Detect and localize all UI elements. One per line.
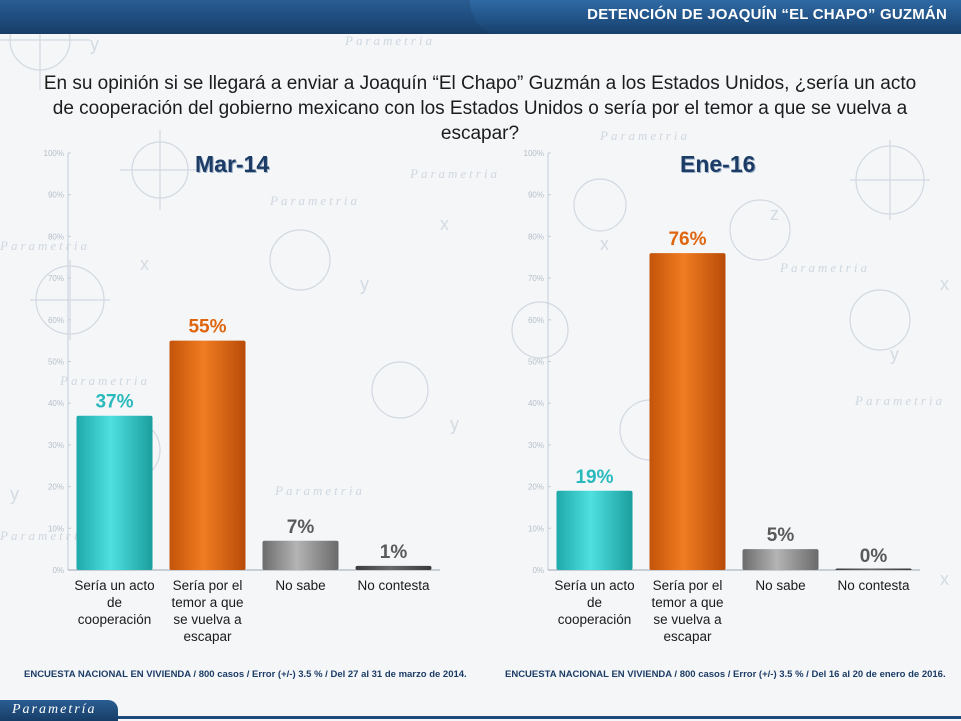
y-tick-label: 90% — [528, 191, 544, 200]
bar-chart-mar14: 0% 10% 20% 30% 40% 50% 60% 70% 80% 90% 100% 37% Serí… — [44, 149, 440, 644]
category-label: cooperación — [558, 612, 632, 627]
category-label: Sería un acto — [554, 578, 634, 593]
category-label: No contesta — [837, 578, 910, 593]
data-label: 55% — [188, 317, 226, 338]
data-label: 1% — [380, 542, 408, 563]
category-label: No contesta — [357, 578, 430, 593]
data-label: 7% — [287, 517, 315, 538]
bar — [556, 490, 633, 570]
chart-title: Ene-16 — [680, 151, 756, 177]
category-label: escapar — [663, 629, 712, 644]
data-label: 5% — [767, 525, 795, 546]
svg-text:Parametria: Parametria — [344, 33, 435, 48]
bar — [76, 415, 153, 570]
y-tick-label: 0% — [52, 566, 64, 575]
y-tick-label: 70% — [528, 274, 544, 283]
y-tick-label: 80% — [48, 232, 64, 241]
y-tick-label: 0% — [532, 566, 544, 575]
category-label: Sería un acto — [74, 578, 154, 593]
bar — [169, 340, 246, 570]
brand-logo: Parametría — [0, 700, 118, 721]
chart-title: Mar-14 — [195, 151, 270, 177]
bottom-rule — [118, 716, 961, 719]
bar — [649, 253, 726, 570]
survey-question: En su opinión si se llegará a enviar a J… — [43, 73, 917, 144]
svg-text:y: y — [90, 34, 99, 54]
footnote-ene16: ENCUESTA NACIONAL EN VIVIENDA / 800 caso… — [505, 669, 946, 680]
y-tick-label: 50% — [48, 358, 64, 367]
y-tick-label: 90% — [48, 191, 64, 200]
category-label: de — [107, 595, 122, 610]
y-tick-label: 60% — [528, 316, 544, 325]
y-tick-label: 40% — [48, 399, 64, 408]
y-tick-label: 30% — [528, 441, 544, 450]
header-title: DETENCIÓN DE JOAQUÍN “EL CHAPO” GUZMÁN — [587, 6, 947, 23]
y-tick-label: 20% — [48, 483, 64, 492]
category-label: cooperación — [78, 612, 152, 627]
data-label: 37% — [95, 392, 133, 413]
data-label: 19% — [575, 467, 613, 488]
category-label: temor a que — [171, 595, 243, 610]
data-label: 0% — [860, 546, 888, 567]
y-tick-label: 10% — [48, 524, 64, 533]
y-tick-label: 40% — [528, 399, 544, 408]
footnote-mar14: ENCUESTA NACIONAL EN VIVIENDA / 800 caso… — [24, 669, 467, 680]
data-label: 76% — [668, 229, 706, 250]
chart-panel-mar14: 0% 10% 20% 30% 40% 50% 60% 70% 80% 90% 100% 37% Serí… — [0, 145, 470, 665]
header-tab — [470, 0, 961, 34]
y-tick-label: 70% — [48, 274, 64, 283]
category-label: No sabe — [755, 578, 805, 593]
y-tick-label: 100% — [44, 149, 64, 158]
category-label: Sería por el — [653, 578, 723, 593]
category-label: se vuelva a — [653, 612, 722, 627]
y-tick-label: 10% — [528, 524, 544, 533]
bar — [262, 540, 339, 570]
brand-name: Parametría — [12, 702, 97, 717]
y-tick-label: 30% — [48, 441, 64, 450]
y-tick-label: 80% — [528, 232, 544, 241]
y-tick-label: 100% — [524, 149, 544, 158]
category-label: Sería por el — [173, 578, 243, 593]
category-label: No sabe — [275, 578, 325, 593]
bar-chart-ene16: 0% 10% 20% 30% 40% 50% 60% 70% 80% 90% 100% 19% Serí… — [524, 149, 920, 644]
category-label: escapar — [183, 629, 232, 644]
chart-panel-ene16: 0% 10% 20% 30% 40% 50% 60% 70% 80% 90% 100% 19% Serí… — [480, 145, 950, 665]
y-tick-label: 60% — [48, 316, 64, 325]
category-label: temor a que — [651, 595, 723, 610]
category-label: se vuelva a — [173, 612, 242, 627]
bar — [742, 549, 819, 570]
y-tick-label: 20% — [528, 483, 544, 492]
category-label: de — [587, 595, 602, 610]
bar — [355, 565, 432, 570]
header-bar: DETENCIÓN DE JOAQUÍN “EL CHAPO” GUZMÁN — [0, 0, 961, 34]
y-tick-label: 50% — [528, 358, 544, 367]
bar — [835, 568, 912, 570]
